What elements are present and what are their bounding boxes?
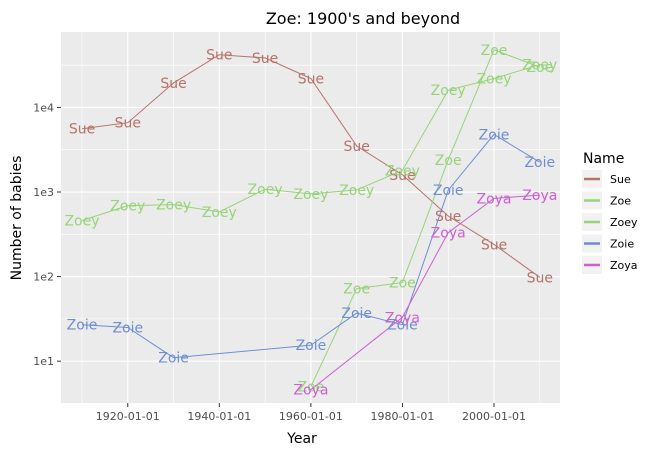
point-label-zoey: Zoey xyxy=(293,187,328,203)
y-axis-title: Number of babies xyxy=(9,156,25,281)
point-label-zoey: Zoey xyxy=(156,198,191,214)
x-tick-label: 1960-01-01 xyxy=(279,410,343,423)
point-label-sue: Sue xyxy=(160,76,186,92)
point-label-zoya: Zoya xyxy=(476,191,511,207)
point-label-zoe: Zoe xyxy=(343,282,370,298)
x-axis-title: Year xyxy=(286,431,317,447)
y-tick-label: 1e3 xyxy=(33,186,54,199)
legend-label: Zoie xyxy=(610,238,634,251)
point-label-sue: Sue xyxy=(389,168,415,184)
point-label-zoe: Zoe xyxy=(389,276,416,292)
point-label-sue: Sue xyxy=(69,122,95,138)
legend-title: Name xyxy=(583,151,624,167)
series-line-zoey xyxy=(81,64,540,221)
point-label-zoya: Zoya xyxy=(431,226,466,242)
point-label-zoya: Zoya xyxy=(385,310,420,326)
legend-label: Zoe xyxy=(610,195,631,208)
point-label-sue: Sue xyxy=(527,270,553,286)
series-line-zoya xyxy=(310,194,540,391)
point-label-zoey: Zoey xyxy=(248,182,283,198)
point-label-zoie: Zoie xyxy=(387,318,418,334)
point-label-zoey: Zoey xyxy=(431,83,466,99)
point-label-zoie: Zoie xyxy=(112,321,143,337)
x-tick-label: 1940-01-01 xyxy=(187,410,251,423)
point-label-zoie: Zoie xyxy=(158,351,189,367)
series-lines xyxy=(81,49,541,391)
point-label-zoe: Zoe xyxy=(481,43,508,59)
series-line-zoe xyxy=(310,49,540,387)
point-label-zoey: Zoey xyxy=(476,72,511,88)
point-label-zoey: Zoey xyxy=(385,163,420,179)
point-label-zoie: Zoie xyxy=(433,183,464,199)
x-tick-label: 1980-01-01 xyxy=(370,410,434,423)
point-label-zoe: Zoe xyxy=(298,380,325,396)
point-label-zoya: Zoya xyxy=(293,383,328,399)
point-label-sue: Sue xyxy=(344,139,370,155)
point-label-sue: Sue xyxy=(115,116,141,132)
point-label-sue: Sue xyxy=(252,51,278,67)
point-label-zoya: Zoya xyxy=(522,188,557,204)
point-label-zoie: Zoie xyxy=(524,155,555,171)
point-label-sue: Sue xyxy=(481,237,507,253)
chart-title: Zoe: 1900's and beyond xyxy=(266,9,460,28)
point-label-zoey: Zoey xyxy=(522,58,557,74)
series-line-zoie xyxy=(81,133,541,359)
major-grid xyxy=(61,32,560,403)
legend: Name Sue Zoe Zoey Zoie Zoya xyxy=(582,151,638,274)
point-label-zoey: Zoey xyxy=(339,183,374,199)
x-tick-label: 2000-01-01 xyxy=(462,410,526,423)
point-label-zoie: Zoie xyxy=(67,318,98,334)
point-label-zoey: Zoey xyxy=(110,199,145,215)
point-label-sue: Sue xyxy=(206,48,232,64)
legend-label: Sue xyxy=(610,173,631,186)
point-label-zoie: Zoie xyxy=(341,306,372,322)
point-label-zoie: Zoie xyxy=(479,127,510,143)
x-tick-label: 1920-01-01 xyxy=(96,410,160,423)
point-label-zoe: Zoe xyxy=(435,153,462,169)
legend-label: Zoya xyxy=(610,259,638,272)
point-label-zoe: Zoe xyxy=(526,60,553,76)
point-label-zoey: Zoey xyxy=(202,205,237,221)
point-label-sue: Sue xyxy=(435,209,461,225)
point-label-sue: Sue xyxy=(298,72,324,88)
y-tick-label: 1e2 xyxy=(33,271,54,284)
y-axis: 1e1 1e2 1e3 1e4 xyxy=(33,101,61,368)
x-axis: 1920-01-01 1940-01-01 1960-01-01 1980-01-01… xyxy=(96,403,526,423)
series-line-sue xyxy=(81,54,541,278)
point-label-zoey: Zoey xyxy=(64,214,99,230)
point-label-zoie: Zoie xyxy=(296,338,327,354)
legend-label: Zoey xyxy=(610,216,638,229)
y-tick-label: 1e1 xyxy=(33,355,54,368)
y-tick-label: 1e4 xyxy=(33,101,54,114)
